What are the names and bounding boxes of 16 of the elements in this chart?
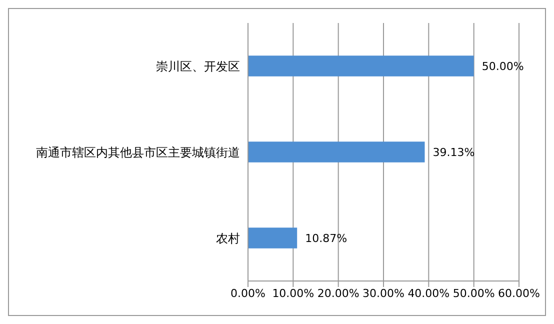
x-tick-label: 30.00% bbox=[362, 286, 404, 300]
y-tick-label: 南通市辖区内其他县市区主要城镇街道 bbox=[36, 145, 240, 160]
x-tick-label: 0.00% bbox=[230, 286, 266, 300]
x-tick-label: 20.00% bbox=[317, 286, 360, 300]
x-tick-label: 50.00% bbox=[452, 286, 495, 300]
y-tick-label: 崇川区、开发区 bbox=[156, 59, 240, 74]
data-label: 39.13% bbox=[432, 146, 475, 159]
x-tick-label: 60.00% bbox=[498, 286, 540, 300]
y-tick-label: 农村 bbox=[216, 231, 240, 246]
x-tick-label: 40.00% bbox=[408, 286, 450, 300]
bar bbox=[248, 56, 474, 76]
x-tick-label: 10.00% bbox=[272, 286, 314, 300]
bar bbox=[248, 228, 298, 248]
bar bbox=[248, 142, 425, 162]
data-label: 10.87% bbox=[305, 232, 348, 245]
data-label: 50.00% bbox=[482, 60, 524, 73]
